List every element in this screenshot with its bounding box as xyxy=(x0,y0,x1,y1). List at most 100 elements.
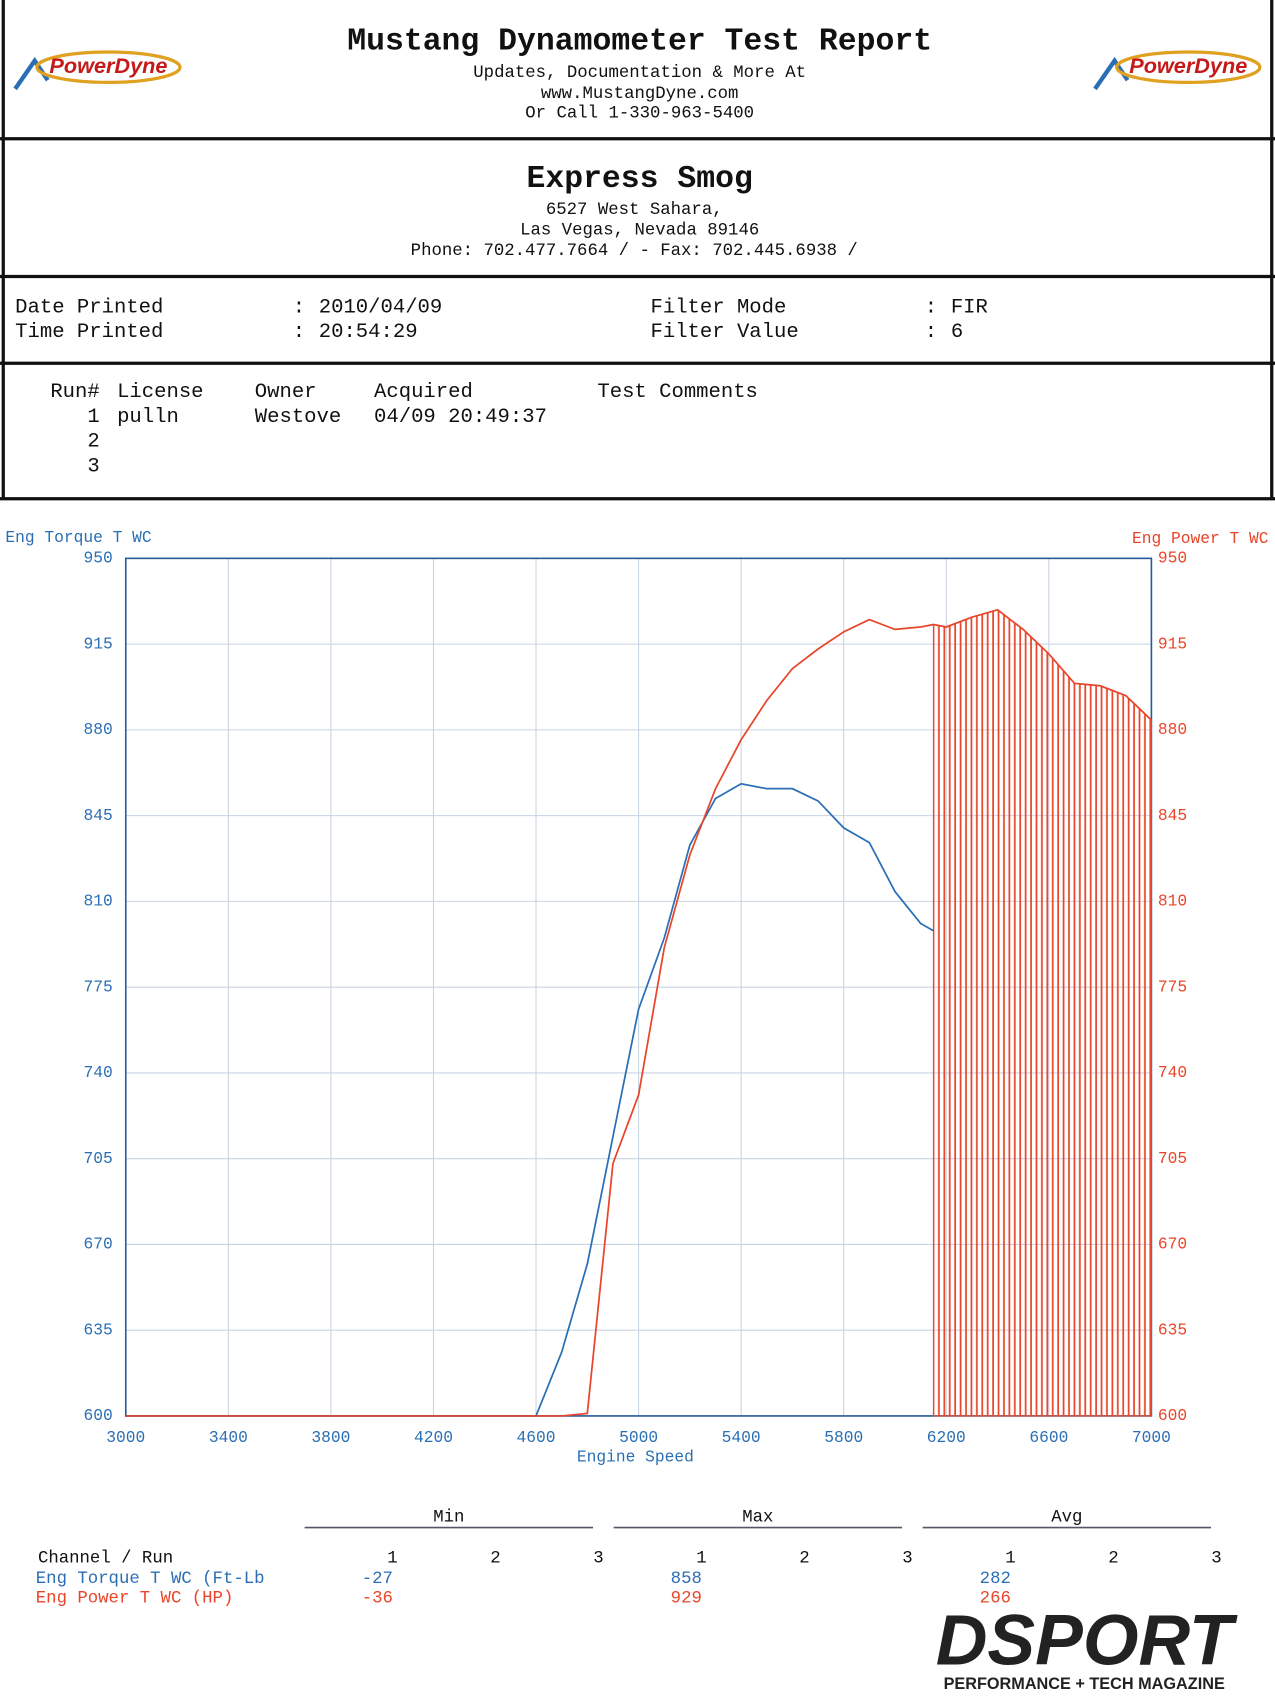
run-number: 3 xyxy=(593,1550,603,1569)
run-cell: 04/09 20:49:37 xyxy=(374,406,547,429)
run-number: 1 xyxy=(1005,1550,1015,1569)
y2-tick-label: 600 xyxy=(1158,1406,1187,1425)
stat-value: -36 xyxy=(362,1590,393,1609)
y-tick-label: 915 xyxy=(83,634,112,653)
x-tick-label: 5000 xyxy=(619,1428,658,1447)
x-tick-label: 6600 xyxy=(1029,1428,1068,1447)
info-separator: : xyxy=(293,296,305,319)
info-value: 2010/04/09 xyxy=(319,296,443,319)
y2-tick-label: 880 xyxy=(1158,720,1187,739)
stat-value: 858 xyxy=(671,1570,702,1589)
y2-tick-label: 775 xyxy=(1158,977,1187,996)
shop-line: 6527 West Sahara, xyxy=(546,201,723,220)
channel-name: Eng Power T WC (HP) xyxy=(36,1590,234,1609)
stats-group: Max xyxy=(742,1508,773,1527)
info-label: Time Printed xyxy=(15,321,163,344)
logo-left: PowerDyne xyxy=(13,50,182,91)
stats-channel-header: Channel / Run xyxy=(38,1550,173,1569)
hatch-area xyxy=(932,609,1152,1417)
y-tick-label: 705 xyxy=(83,1149,112,1168)
stat-value: 266 xyxy=(980,1590,1011,1609)
stat-value: -27 xyxy=(362,1570,393,1589)
y-tick-label: 600 xyxy=(83,1406,112,1425)
stat-value: 282 xyxy=(980,1570,1011,1589)
info-separator: : xyxy=(925,321,937,344)
x-tick-label: 4600 xyxy=(517,1428,556,1447)
series-line xyxy=(125,782,934,1417)
shop-line: Phone: 702.477.7664 / - Fax: 702.445.693… xyxy=(411,242,858,261)
stats-group: Min xyxy=(433,1508,464,1527)
y2-tick-label: 845 xyxy=(1158,806,1187,825)
shop-line: Las Vegas, Nevada 89146 xyxy=(520,221,759,240)
run-header: Acquired xyxy=(374,381,473,404)
y2-tick-label: 635 xyxy=(1158,1320,1187,1339)
y2-tick-label: 705 xyxy=(1158,1149,1187,1168)
y-tick-label: 845 xyxy=(83,806,112,825)
tagline: PERFORMANCE + TECH MAGAZINE xyxy=(944,1675,1225,1693)
info-label: Filter Value xyxy=(651,321,799,344)
run-cell: Westove xyxy=(255,406,341,429)
shop-name: Express Smog xyxy=(526,162,752,197)
y2-axis-title: Eng Power T WC xyxy=(1132,529,1269,548)
run-header: Run# xyxy=(50,381,99,404)
run-header: Test Comments xyxy=(597,381,758,404)
run-number: 3 xyxy=(1211,1550,1221,1569)
info-label: Filter Mode xyxy=(651,296,787,319)
x-tick-label: 3400 xyxy=(209,1428,248,1447)
header-line: www.MustangDyne.com xyxy=(541,85,739,104)
info-value: FIR xyxy=(951,296,988,319)
info-separator: : xyxy=(293,321,305,344)
run-number: 2 xyxy=(490,1550,500,1569)
y2-tick-label: 915 xyxy=(1158,634,1187,653)
run-cell: pulln xyxy=(117,406,179,429)
run-number: 2 xyxy=(799,1550,809,1569)
run-cell: 1 xyxy=(87,406,99,429)
logo-right: PowerDyne xyxy=(1093,50,1262,91)
stats-group: Avg xyxy=(1051,1508,1082,1527)
x-tick-label: 3000 xyxy=(106,1428,145,1447)
brand: DSPORT xyxy=(936,1601,1238,1681)
y-tick-label: 950 xyxy=(83,549,112,568)
run-cell: 2 xyxy=(87,431,99,454)
x-tick-label: 6200 xyxy=(927,1428,966,1447)
run-number: 3 xyxy=(902,1550,912,1569)
series-line xyxy=(125,608,1153,1417)
channel-name: Eng Torque T WC (Ft-Lb xyxy=(36,1570,265,1589)
y-tick-label: 670 xyxy=(83,1235,112,1254)
logo-text: PowerDyne xyxy=(1129,53,1247,78)
report-title: Mustang Dynamometer Test Report xyxy=(347,25,932,60)
info-separator: : xyxy=(925,296,937,319)
run-number: 1 xyxy=(696,1550,706,1569)
header-line: Updates, Documentation & More At xyxy=(473,64,806,83)
y2-tick-label: 810 xyxy=(1158,892,1187,911)
y2-tick-label: 670 xyxy=(1158,1235,1187,1254)
x-tick-label: 4200 xyxy=(414,1428,453,1447)
y-tick-label: 740 xyxy=(83,1063,112,1082)
y2-tick-label: 950 xyxy=(1158,549,1187,568)
logo-text: PowerDyne xyxy=(49,53,167,78)
y-tick-label: 880 xyxy=(83,720,112,739)
info-label: Date Printed xyxy=(15,296,163,319)
run-header: Owner xyxy=(255,381,317,404)
y-tick-label: 775 xyxy=(83,977,112,996)
y-axis-title: Eng Torque T WC xyxy=(5,528,152,547)
x-tick-label: 5800 xyxy=(824,1428,863,1447)
x-tick-label: 5400 xyxy=(722,1428,761,1447)
y-tick-label: 810 xyxy=(83,892,112,911)
info-value: 20:54:29 xyxy=(319,321,418,344)
dsport-logo: DSPORT PERFORMANCE + TECH MAGAZINE xyxy=(936,1601,1238,1693)
run-number: 2 xyxy=(1108,1550,1118,1569)
y2-tick-label: 740 xyxy=(1158,1063,1187,1082)
run-header: License xyxy=(117,381,203,404)
y-tick-label: 635 xyxy=(83,1320,112,1339)
header-line: Or Call 1-330-963-5400 xyxy=(525,104,754,123)
x-tick-label: 3800 xyxy=(311,1428,350,1447)
info-value: 6 xyxy=(951,321,963,344)
run-number: 1 xyxy=(387,1550,397,1569)
x-tick-label: 7000 xyxy=(1132,1428,1171,1447)
stat-value: 929 xyxy=(671,1590,702,1609)
x-axis-title: Engine Speed xyxy=(577,1447,694,1466)
run-cell: 3 xyxy=(87,456,99,479)
